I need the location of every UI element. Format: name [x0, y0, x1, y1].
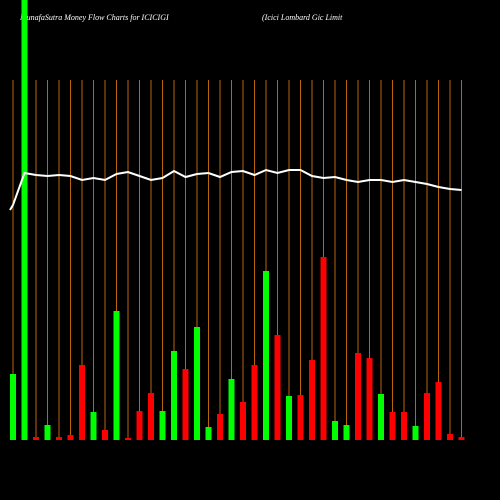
flow-line — [9, 168, 462, 211]
bar — [182, 369, 189, 440]
bar — [286, 396, 292, 440]
bar — [343, 425, 350, 440]
bar — [56, 437, 62, 440]
bar — [263, 271, 269, 440]
bar — [355, 353, 361, 440]
bar — [320, 257, 327, 440]
bar — [309, 360, 315, 440]
bar — [251, 365, 258, 440]
bar — [113, 311, 120, 440]
bar — [90, 412, 97, 440]
bar — [228, 379, 235, 440]
bar — [424, 393, 430, 440]
bar — [102, 430, 108, 440]
bar — [412, 426, 419, 440]
bar — [194, 327, 200, 440]
chart-subtitle: (Icici Lombard Gic Limit — [262, 13, 343, 22]
bar — [378, 394, 384, 440]
bar — [274, 335, 281, 440]
bar — [447, 434, 453, 440]
bar — [148, 393, 154, 440]
bar — [79, 365, 85, 440]
bar — [366, 358, 373, 440]
bar — [205, 427, 212, 440]
bar — [125, 438, 131, 440]
bar — [159, 411, 166, 440]
bar — [435, 382, 442, 440]
bar — [21, 0, 28, 440]
chart-title: MunafaSutra Money Flow Charts for ICICIG… — [19, 13, 169, 22]
bar — [217, 414, 223, 440]
bar — [67, 435, 74, 440]
bar — [240, 402, 246, 440]
bar — [389, 412, 396, 440]
bar — [10, 374, 16, 440]
bar — [33, 437, 39, 440]
bar — [458, 437, 465, 440]
bar — [401, 412, 407, 440]
bar — [332, 421, 338, 440]
bar — [297, 395, 304, 440]
bar — [171, 351, 177, 440]
bar — [44, 425, 51, 440]
bar — [136, 411, 143, 440]
